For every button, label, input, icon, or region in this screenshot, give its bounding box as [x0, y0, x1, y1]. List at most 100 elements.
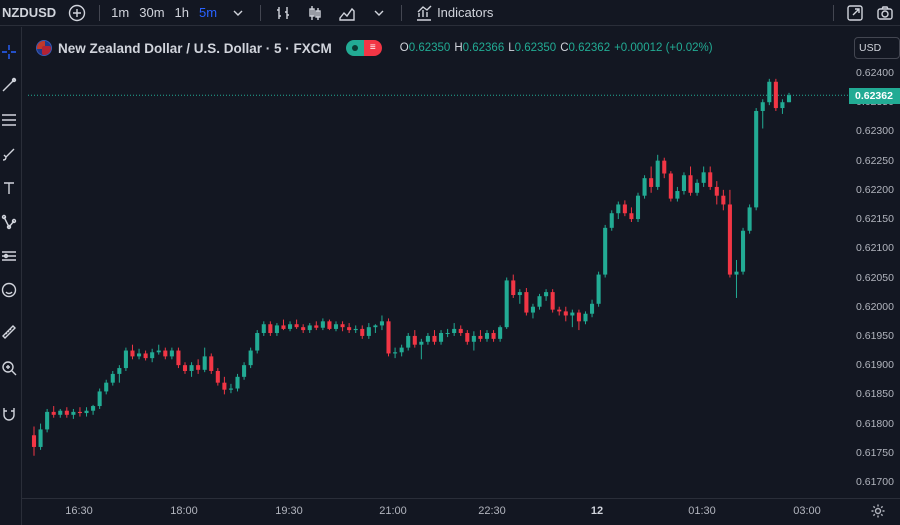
price-tick: 0.62050 — [856, 271, 894, 284]
candle-body — [261, 324, 266, 334]
price-tick: 0.62100 — [856, 242, 894, 255]
interval-dropdown[interactable] — [222, 0, 254, 26]
candle-body — [596, 274, 601, 304]
candle-body — [137, 353, 142, 357]
zoom-in-icon — [2, 361, 17, 376]
high-value: 0.62366 — [462, 42, 505, 54]
text-tool[interactable] — [0, 177, 18, 199]
candle — [491, 330, 496, 342]
candle-body — [491, 333, 496, 339]
symbol-search[interactable]: NZDUSD — [2, 4, 57, 20]
price-tick: 0.61700 — [856, 476, 894, 488]
time-axis[interactable]: 16:30 18:00 19:30 21:00 22:30 12 01:30 03:00 — [22, 498, 900, 525]
close-label: C — [560, 42, 569, 54]
candle — [695, 179, 700, 196]
candle-body — [393, 352, 398, 354]
candle — [386, 318, 391, 357]
candle-body — [557, 309, 562, 312]
candle-body — [373, 325, 378, 328]
candle — [235, 373, 240, 392]
last-price-label: 0.62362 — [849, 88, 900, 104]
candle-body — [629, 213, 634, 220]
drawing-toolbar — [0, 27, 22, 525]
candle-body — [524, 292, 529, 313]
candle-body — [64, 410, 69, 415]
candle-body — [379, 321, 384, 326]
candle-body — [511, 280, 516, 296]
legend-title[interactable]: New Zealand Dollar / U.S. Dollar · 5 · F… — [58, 40, 332, 56]
measure-tool[interactable] — [0, 321, 18, 343]
candle — [484, 330, 490, 342]
gear-icon — [871, 504, 885, 518]
candle — [150, 348, 155, 363]
currency-select[interactable]: USD — [854, 37, 900, 59]
toolbar-divider — [260, 4, 262, 21]
candle-body — [84, 410, 89, 414]
candle — [274, 323, 279, 336]
zoom-tool[interactable] — [0, 357, 18, 379]
candle-body — [662, 160, 667, 174]
candle — [517, 289, 522, 304]
fullscreen-button[interactable] — [840, 2, 870, 24]
interval-30m[interactable]: 30m — [139, 4, 165, 20]
compare-symbol-button[interactable] — [61, 0, 93, 26]
candle — [64, 407, 69, 418]
candle — [530, 303, 535, 319]
candle-body — [576, 312, 581, 322]
price-tick: 0.62400 — [856, 67, 894, 79]
close-value: 0.62362 — [568, 42, 611, 54]
candle-body — [77, 411, 82, 414]
candle-body — [353, 328, 358, 331]
text-icon — [4, 182, 14, 194]
candle — [668, 171, 673, 202]
interval-5m[interactable]: 5m — [199, 4, 218, 20]
screenshot-button[interactable] — [870, 2, 900, 24]
price-tick: 0.62200 — [856, 183, 894, 196]
indicators-label: Indicators — [437, 4, 494, 20]
candle-body — [484, 333, 490, 339]
candle-body — [642, 178, 647, 196]
chart-settings-button[interactable] — [870, 503, 888, 521]
candle — [45, 408, 50, 433]
market-status-pill[interactable]: ≡ — [345, 40, 382, 56]
crosshair-icon — [2, 45, 16, 59]
interval-1h[interactable]: 1h — [174, 4, 189, 20]
crosshair-tool[interactable] — [0, 41, 18, 63]
candle — [786, 92, 792, 103]
time-tick: 22:30 — [478, 505, 506, 517]
forecast-tool[interactable] — [0, 245, 18, 267]
area-style-button[interactable] — [331, 0, 363, 26]
trend-line-tool[interactable] — [0, 74, 18, 96]
candle-body — [767, 81, 772, 103]
candle — [176, 347, 181, 369]
candle — [393, 347, 398, 359]
brush-tool[interactable] — [0, 143, 18, 165]
candle-body — [45, 411, 50, 430]
candle-body — [570, 312, 575, 316]
candle — [182, 362, 188, 374]
candle — [379, 315, 384, 331]
candles-icon — [304, 2, 326, 24]
candle — [255, 330, 260, 354]
emoji-tool[interactable] — [0, 279, 18, 301]
bar-style-button[interactable] — [267, 0, 299, 26]
candle-body — [530, 306, 535, 313]
candle-body — [432, 335, 437, 342]
candle — [596, 271, 601, 307]
candle — [51, 406, 56, 418]
time-tick: 18:00 — [170, 505, 198, 517]
bars-icon — [272, 2, 294, 24]
candle-body — [616, 204, 621, 214]
candle-body — [182, 365, 188, 371]
candle-body — [51, 411, 56, 415]
candles-style-button[interactable] — [299, 0, 331, 26]
magnet-tool[interactable] — [0, 403, 18, 425]
chart-style-dropdown[interactable] — [363, 0, 395, 26]
interval-1m[interactable]: 1m — [111, 4, 130, 20]
fib-tool[interactable] — [0, 109, 18, 131]
indicators-button[interactable]: Indicators — [408, 0, 498, 26]
pattern-tool[interactable] — [0, 211, 18, 233]
candle — [550, 289, 555, 313]
market-open-icon — [345, 40, 364, 56]
